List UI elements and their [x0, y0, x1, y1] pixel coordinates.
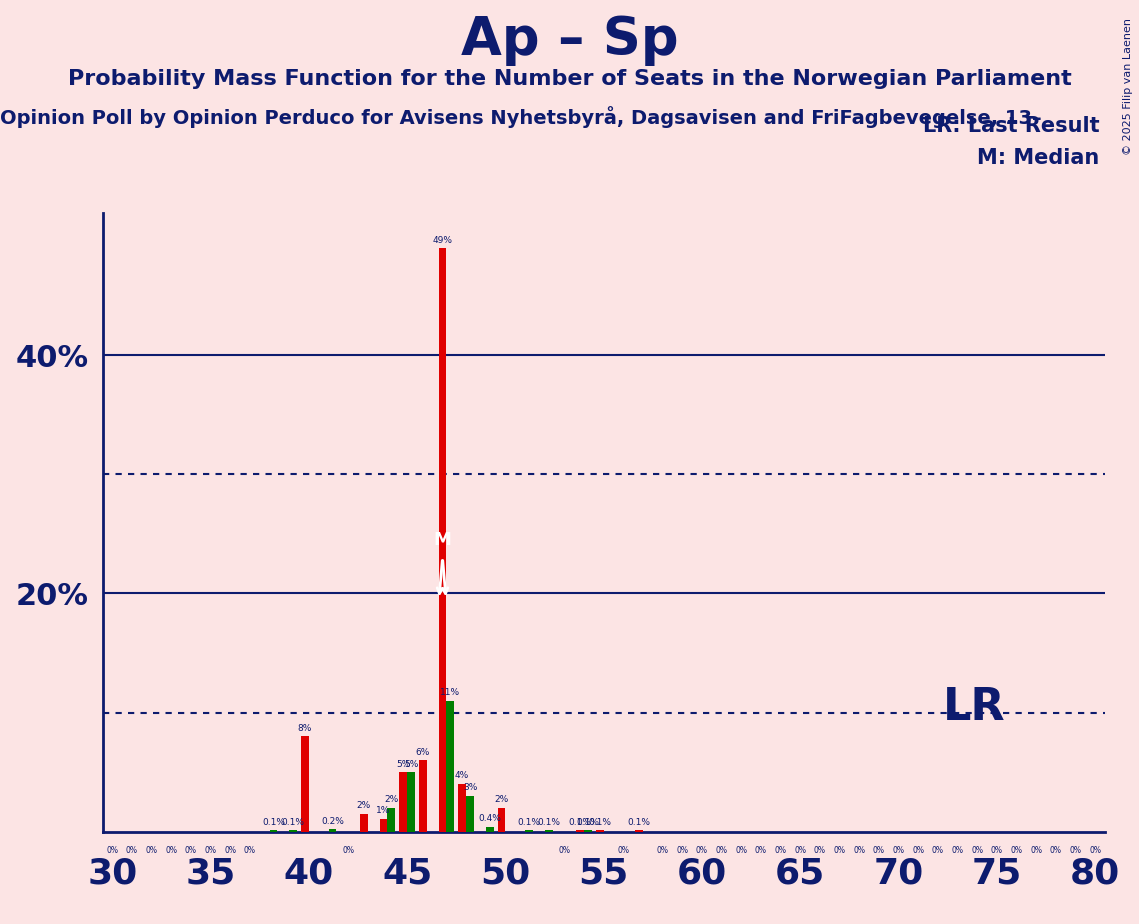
Text: 0%: 0%: [932, 845, 944, 855]
Text: 0.1%: 0.1%: [538, 818, 560, 827]
Text: 0%: 0%: [991, 845, 1002, 855]
Text: 0%: 0%: [972, 845, 983, 855]
Text: 0%: 0%: [617, 845, 630, 855]
Text: 0%: 0%: [696, 845, 708, 855]
Bar: [596, 831, 604, 832]
Text: 8%: 8%: [297, 723, 312, 733]
Bar: [270, 831, 278, 832]
Text: Ap – Sp: Ap – Sp: [460, 14, 679, 66]
Bar: [328, 829, 336, 832]
Text: 0%: 0%: [1050, 845, 1062, 855]
Text: 0%: 0%: [106, 845, 118, 855]
Text: 0.1%: 0.1%: [588, 818, 612, 827]
Text: 0%: 0%: [342, 845, 354, 855]
Text: 0%: 0%: [893, 845, 904, 855]
Text: 0.1%: 0.1%: [262, 818, 285, 827]
Text: 0.1%: 0.1%: [628, 818, 650, 827]
Bar: [301, 736, 309, 832]
Text: 0%: 0%: [755, 845, 767, 855]
Text: 0.1%: 0.1%: [576, 818, 599, 827]
Text: 0.1%: 0.1%: [281, 818, 304, 827]
Bar: [379, 819, 387, 832]
Bar: [400, 772, 407, 832]
Text: Probability Mass Function for the Number of Seats in the Norwegian Parliament: Probability Mass Function for the Number…: [67, 69, 1072, 90]
Text: Opinion Poll by Opinion Perduco for Avisens Nyhetsbyrå, Dagsavisen and FriFagbev: Opinion Poll by Opinion Perduco for Avis…: [0, 106, 1042, 128]
Text: 2%: 2%: [357, 801, 371, 810]
Text: 0.1%: 0.1%: [568, 818, 591, 827]
Bar: [407, 772, 415, 832]
Text: 0%: 0%: [951, 845, 964, 855]
Text: 0%: 0%: [558, 845, 571, 855]
Text: 0%: 0%: [146, 845, 157, 855]
Bar: [466, 796, 474, 832]
Bar: [544, 831, 552, 832]
Text: 0%: 0%: [185, 845, 197, 855]
Bar: [387, 808, 395, 832]
Bar: [576, 831, 584, 832]
Text: 5%: 5%: [396, 760, 410, 769]
Bar: [446, 700, 454, 832]
Text: 0%: 0%: [872, 845, 885, 855]
Text: 0%: 0%: [715, 845, 728, 855]
Text: LR: Last Result: LR: Last Result: [923, 116, 1099, 136]
Text: M: M: [434, 531, 451, 550]
Text: 0%: 0%: [205, 845, 216, 855]
Text: M: Median: M: Median: [977, 148, 1099, 168]
Text: 0%: 0%: [814, 845, 826, 855]
Text: 0%: 0%: [224, 845, 236, 855]
Text: 11%: 11%: [441, 688, 460, 697]
Bar: [498, 808, 506, 832]
Bar: [360, 814, 368, 832]
Text: 5%: 5%: [404, 760, 418, 769]
Text: 0%: 0%: [244, 845, 256, 855]
Text: 1%: 1%: [376, 806, 391, 815]
Bar: [458, 784, 466, 832]
Bar: [636, 831, 644, 832]
Text: 0%: 0%: [912, 845, 924, 855]
Text: 0%: 0%: [1030, 845, 1042, 855]
Text: 0.1%: 0.1%: [517, 818, 541, 827]
Text: 0%: 0%: [794, 845, 806, 855]
Text: 0.2%: 0.2%: [321, 817, 344, 826]
Text: 2%: 2%: [494, 796, 509, 804]
Text: 0%: 0%: [834, 845, 845, 855]
Text: 0%: 0%: [677, 845, 688, 855]
Text: 0%: 0%: [165, 845, 178, 855]
Text: 0%: 0%: [736, 845, 747, 855]
Bar: [525, 831, 533, 832]
Bar: [485, 827, 493, 832]
Text: 49%: 49%: [433, 236, 452, 245]
Text: 3%: 3%: [462, 784, 477, 792]
Text: 6%: 6%: [416, 748, 431, 757]
Text: 0%: 0%: [1010, 845, 1023, 855]
Text: 0.4%: 0.4%: [478, 814, 501, 823]
Text: LR: LR: [943, 687, 1006, 729]
Bar: [419, 760, 427, 832]
Text: 0%: 0%: [656, 845, 669, 855]
Text: 4%: 4%: [456, 772, 469, 781]
Text: 0%: 0%: [775, 845, 787, 855]
Text: 2%: 2%: [384, 796, 399, 804]
Bar: [439, 249, 446, 832]
Text: 0%: 0%: [853, 845, 866, 855]
Text: 0%: 0%: [1070, 845, 1081, 855]
Text: 0%: 0%: [1089, 845, 1101, 855]
Bar: [289, 831, 297, 832]
Text: © 2025 Filip van Laenen: © 2025 Filip van Laenen: [1123, 18, 1133, 155]
Text: 0%: 0%: [126, 845, 138, 855]
Bar: [584, 831, 592, 832]
